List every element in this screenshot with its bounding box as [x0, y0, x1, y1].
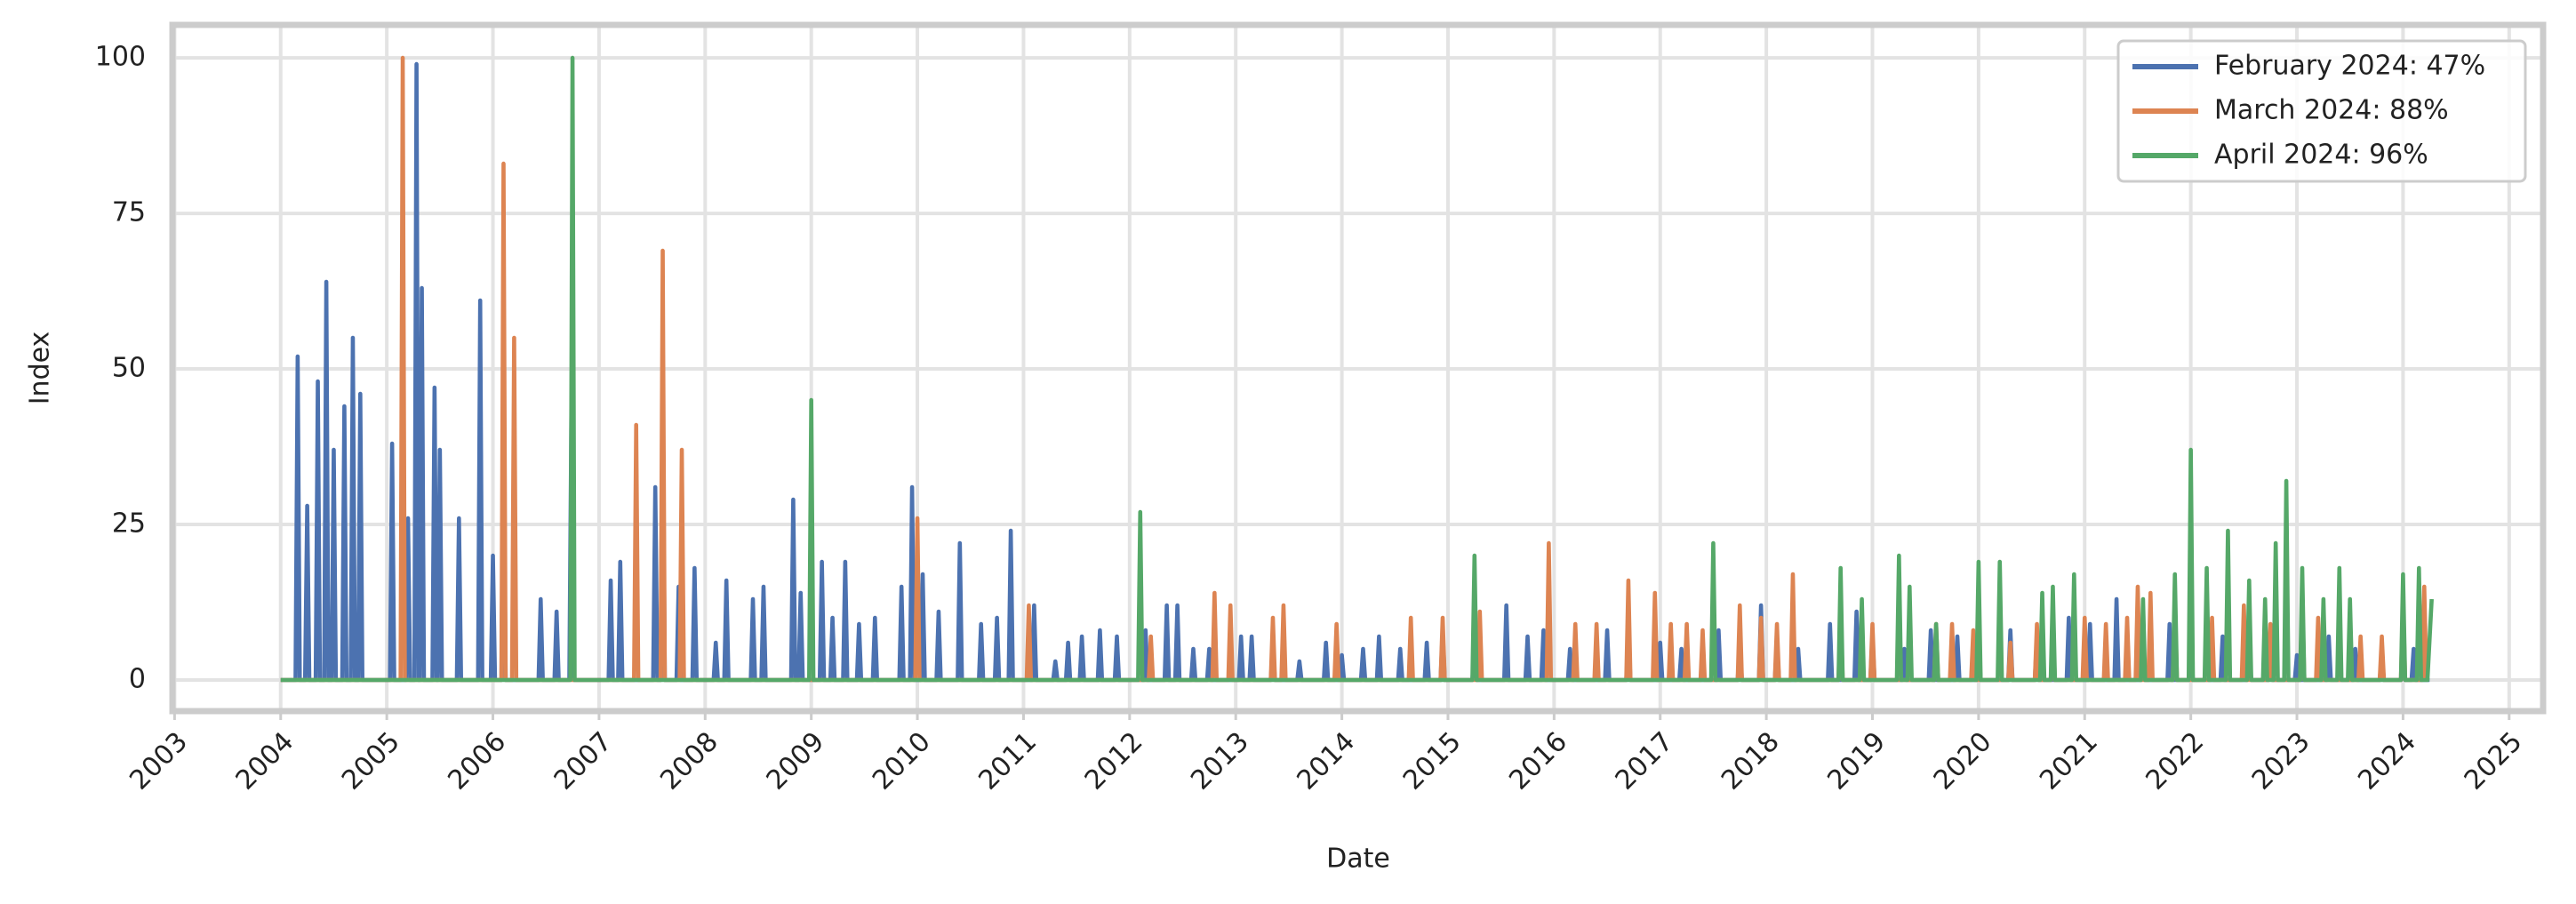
legend-label: March 2024: 88% — [2214, 95, 2449, 126]
x-tick-label: 2023 — [2246, 726, 2316, 796]
y-axis-label: Index — [25, 332, 56, 405]
x-tick-label: 2021 — [2034, 726, 2104, 796]
x-tick-label: 2019 — [1821, 726, 1892, 796]
y-tick-label: 100 — [95, 42, 146, 73]
x-tick-label: 2005 — [336, 726, 406, 796]
plot-frame — [169, 21, 2547, 715]
x-tick-label: 2013 — [1185, 726, 1255, 796]
x-tick-label: 2015 — [1397, 726, 1468, 796]
series-line — [280, 55, 2434, 683]
x-tick-label: 2004 — [230, 726, 300, 796]
x-axis-label: Date — [1326, 844, 1390, 875]
x-tick-label: 2025 — [2459, 726, 2529, 796]
x-tick-label: 2017 — [1610, 726, 1680, 796]
x-tick-label: 2009 — [761, 726, 831, 796]
x-tick-label: 2008 — [654, 726, 724, 796]
legend-label: April 2024: 96% — [2214, 140, 2428, 171]
x-tick-label: 2016 — [1503, 726, 1573, 796]
x-tick-label: 2007 — [548, 726, 619, 796]
x-tick-label: 2014 — [1292, 726, 1362, 796]
x-tick-label: 2020 — [1928, 726, 1998, 796]
legend-box — [2116, 39, 2527, 183]
x-tick-label: 2011 — [972, 726, 1043, 796]
x-tick-label: 2006 — [442, 726, 512, 796]
x-tick-label: 2022 — [2140, 726, 2211, 796]
y-tick-label: 25 — [112, 508, 146, 540]
x-tick-label: 2024 — [2352, 726, 2422, 796]
series-line — [280, 61, 2430, 683]
y-tick-label: 75 — [112, 197, 146, 228]
x-tick-label: 2012 — [1079, 726, 1149, 796]
x-tick-label: 2003 — [124, 726, 194, 796]
y-tick-label: 50 — [112, 353, 146, 384]
legend-label: February 2024: 47% — [2214, 51, 2485, 82]
x-tick-label: 2010 — [867, 726, 937, 796]
x-tick-label: 2018 — [1716, 726, 1786, 796]
y-tick-label: 0 — [129, 664, 146, 695]
